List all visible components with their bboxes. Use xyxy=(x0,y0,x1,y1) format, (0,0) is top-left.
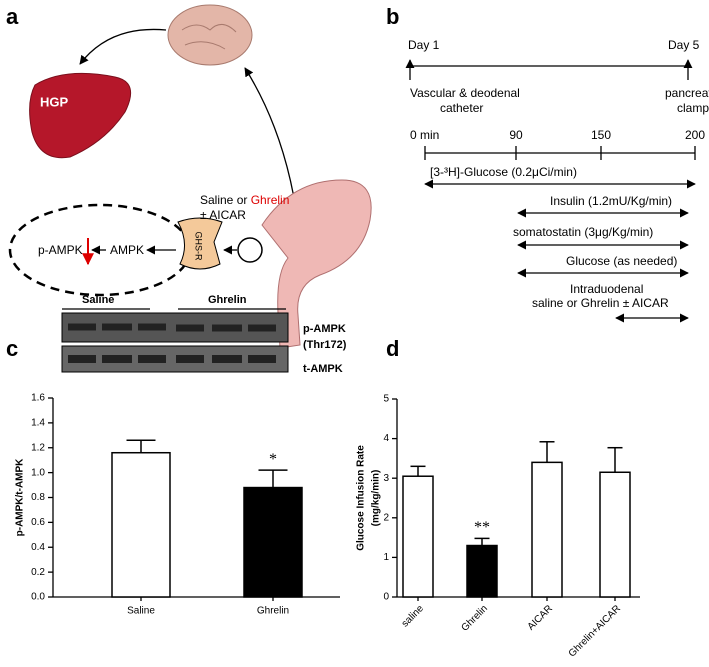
annotation: * xyxy=(269,451,277,468)
timeline-b: Day 1 Day 5 Vascular & deodenal catheter… xyxy=(405,38,709,323)
y-tick-label: 0.2 xyxy=(31,567,45,578)
y-tick-label: 0.8 xyxy=(31,492,45,503)
treatment-label: Saline or Ghrelin xyxy=(200,193,289,207)
receptor xyxy=(177,217,223,270)
time-ticks xyxy=(424,146,696,160)
time-label: 150 xyxy=(591,128,611,142)
group-label: Ghrelin xyxy=(208,294,247,306)
y-tick-label: 1 xyxy=(383,552,389,563)
infusion-label: [3-³H]-Glucose (0.2μCi/min) xyxy=(430,165,577,179)
diagram-a: HGP GHS-R p-AMPK AMPK Saline or Ghrelin … xyxy=(8,4,372,349)
bands xyxy=(68,323,276,332)
band-label: t-AMPK xyxy=(303,363,343,375)
infusion-label: saline or Ghrelin ± AICAR xyxy=(532,296,669,310)
y-tick-label: 1.6 xyxy=(31,393,45,404)
annotation: ** xyxy=(474,519,490,536)
y-tick-label: 1.2 xyxy=(31,442,45,453)
x-tick-label: Ghrelin xyxy=(459,603,490,634)
bar xyxy=(243,486,303,598)
panel-label: a xyxy=(6,4,19,29)
infusion-label: Glucose (as needed) xyxy=(566,254,677,268)
group-label: Saline xyxy=(82,294,114,306)
panel-label: c xyxy=(6,336,18,361)
receptor-label: GHS-R xyxy=(194,232,204,262)
day-label: Day 1 xyxy=(408,38,440,52)
note: pancreatic xyxy=(665,86,709,100)
treatment-text: Saline or xyxy=(200,193,251,207)
band-label: (Thr172) xyxy=(303,339,347,351)
note: catheter xyxy=(440,101,483,115)
note: Vascular & deodenal xyxy=(410,86,520,100)
pathway-label: p-AMPK xyxy=(38,243,83,257)
treatment-ghrelin: Ghrelin xyxy=(251,193,290,207)
bar xyxy=(402,475,434,598)
x-tick-label: saline xyxy=(400,603,427,630)
panel-label: d xyxy=(386,336,399,361)
infusion-label: somatostatin (3μg/Kg/min) xyxy=(513,225,653,239)
x-tick-label: Ghrelin xyxy=(257,606,289,617)
x-tick-label: Ghrelin+AICAR xyxy=(567,603,623,659)
y-axis-label: (mg/kg/min) xyxy=(371,470,382,527)
liver-label: HGP xyxy=(40,94,69,109)
brain-folds xyxy=(181,24,237,50)
y-tick-label: 0.4 xyxy=(31,542,45,553)
bar xyxy=(466,544,498,598)
x-tick-label: AICAR xyxy=(526,603,555,632)
stomach xyxy=(261,179,372,349)
time-label: 0 min xyxy=(410,128,439,142)
arrow xyxy=(79,28,167,65)
bar xyxy=(111,451,171,598)
bar xyxy=(531,461,563,598)
blot-band xyxy=(61,312,289,343)
liver xyxy=(29,72,132,159)
y-tick-label: 3 xyxy=(383,473,389,484)
y-axis-label: Glucose Infusion Rate xyxy=(356,445,367,551)
x-tick-label: Saline xyxy=(127,606,155,617)
band-label: p-AMPK xyxy=(303,323,346,335)
pathway-label: AMPK xyxy=(110,243,144,257)
note: clamp xyxy=(677,101,709,115)
y-tick-label: 0.0 xyxy=(31,592,45,603)
time-label: 200 xyxy=(685,128,705,142)
infusion-label: Insulin (1.2mU/Kg/min) xyxy=(550,194,672,208)
circle xyxy=(237,237,263,263)
day-label: Day 5 xyxy=(668,38,700,52)
y-tick-label: 2 xyxy=(383,512,389,523)
treatment-extra: ± AICAR xyxy=(200,208,246,222)
y-tick-label: 0.6 xyxy=(31,517,45,528)
brain xyxy=(167,4,253,66)
blot-c: Saline Ghrelin p-AMPK (Thr172) t-AMPK xyxy=(61,294,347,375)
y-tick-label: 1.4 xyxy=(31,418,45,429)
y-tick-label: 1.0 xyxy=(31,467,45,478)
panel-label: b xyxy=(386,4,399,29)
y-tick-label: 5 xyxy=(383,394,389,405)
time-label: 90 xyxy=(509,128,523,142)
bar xyxy=(599,471,631,598)
y-tick-label: 4 xyxy=(383,433,389,444)
y-axis-label: p-AMPK/t-AMPK xyxy=(15,458,26,537)
infusion-label: Intraduodenal xyxy=(570,282,643,296)
y-tick-label: 0 xyxy=(383,592,389,603)
